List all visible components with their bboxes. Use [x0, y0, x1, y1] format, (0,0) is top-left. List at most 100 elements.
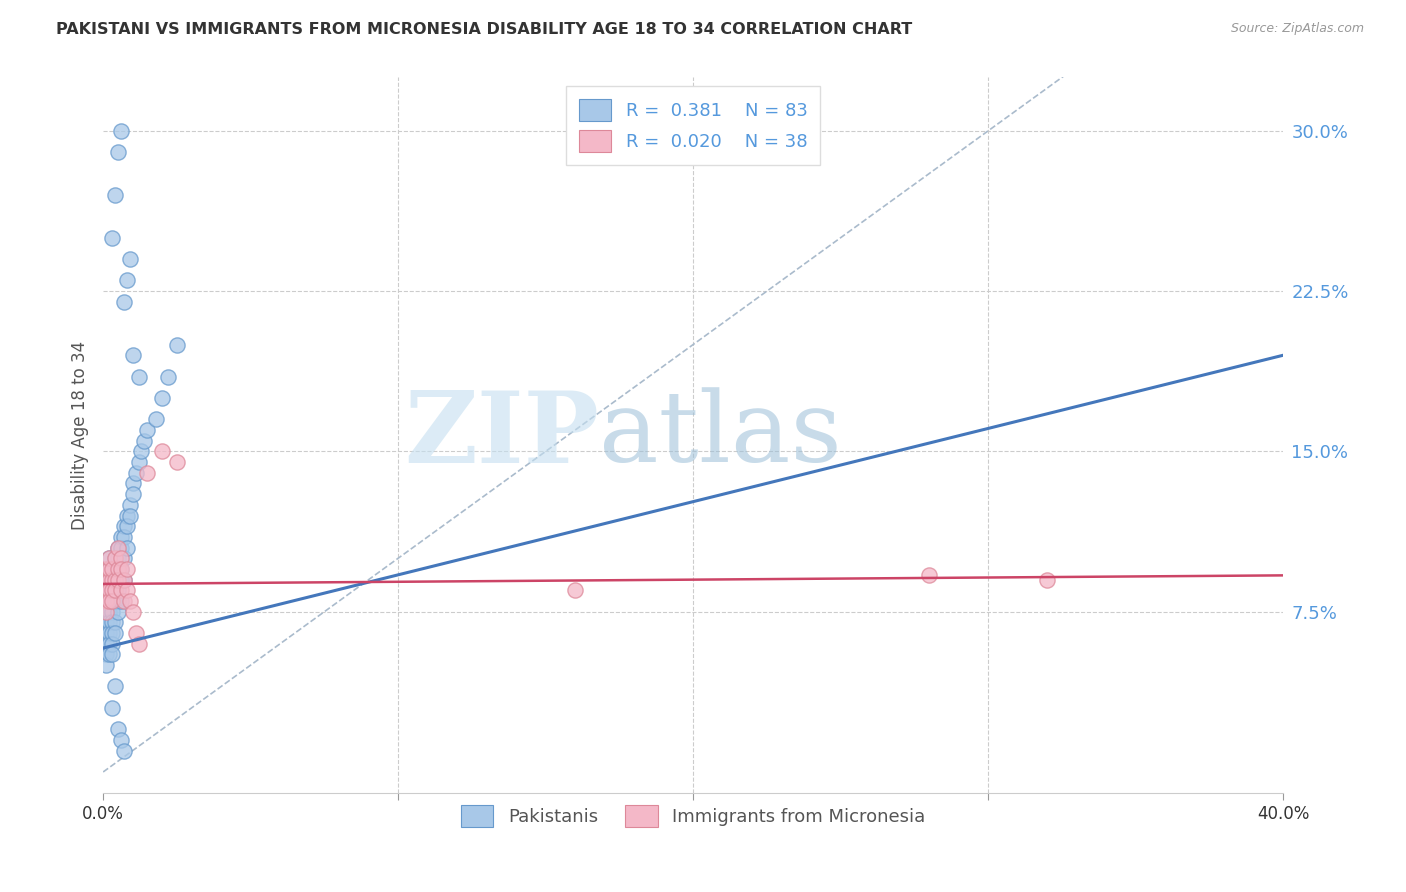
Point [166, 455, 188, 469]
Point [110, 562, 132, 576]
Text: ZIP: ZIP [404, 387, 599, 483]
Point [94, 594, 117, 608]
Point [98, 594, 121, 608]
Point [564, 583, 586, 598]
Point [94, 605, 117, 619]
Point [115, 583, 138, 598]
Point [104, 551, 127, 566]
Point [128, 637, 150, 651]
Point [101, 605, 124, 619]
Point [110, 562, 132, 576]
Point [118, 252, 141, 266]
Point [150, 391, 173, 405]
Point [112, 594, 135, 608]
Point [115, 562, 138, 576]
Point [166, 337, 188, 351]
Point [131, 444, 153, 458]
Point [115, 541, 138, 555]
Point [112, 530, 135, 544]
Point [101, 594, 124, 608]
Point [94, 583, 117, 598]
Point [101, 626, 124, 640]
Text: Source: ZipAtlas.com: Source: ZipAtlas.com [1230, 22, 1364, 36]
Point [112, 743, 135, 757]
Point [128, 455, 150, 469]
Point [110, 594, 132, 608]
Point [98, 551, 121, 566]
Point [94, 605, 117, 619]
Point [98, 637, 121, 651]
Point [115, 273, 138, 287]
Point [101, 701, 124, 715]
Point [104, 562, 127, 576]
Text: PAKISTANI VS IMMIGRANTS FROM MICRONESIA DISABILITY AGE 18 TO 34 CORRELATION CHAR: PAKISTANI VS IMMIGRANTS FROM MICRONESIA … [56, 22, 912, 37]
Point [107, 541, 129, 555]
Point [101, 637, 124, 651]
Point [110, 551, 132, 566]
Point [94, 562, 117, 576]
Point [128, 369, 150, 384]
Point [112, 294, 135, 309]
Point [94, 648, 117, 662]
Point [94, 626, 117, 640]
Point [98, 648, 121, 662]
Point [124, 626, 146, 640]
Point [121, 348, 143, 362]
Point [94, 637, 117, 651]
Point [104, 626, 127, 640]
Point [104, 594, 127, 608]
Text: atlas: atlas [599, 387, 841, 483]
Point [118, 594, 141, 608]
Point [94, 583, 117, 598]
Point [107, 562, 129, 576]
Point [101, 583, 124, 598]
Point [107, 145, 129, 160]
Point [115, 519, 138, 533]
Point [104, 573, 127, 587]
Point [104, 615, 127, 630]
Point [110, 124, 132, 138]
Point [98, 551, 121, 566]
Point [110, 541, 132, 555]
Point [98, 583, 121, 598]
Point [104, 573, 127, 587]
Point [107, 541, 129, 555]
Point [98, 605, 121, 619]
Point [918, 568, 941, 582]
Point [101, 594, 124, 608]
Point [107, 573, 129, 587]
Legend: Pakistanis, Immigrants from Micronesia: Pakistanis, Immigrants from Micronesia [454, 798, 932, 834]
Point [104, 583, 127, 598]
Point [98, 583, 121, 598]
Point [94, 573, 117, 587]
Point [110, 530, 132, 544]
Point [107, 605, 129, 619]
Point [1036, 573, 1059, 587]
Point [112, 573, 135, 587]
Point [101, 615, 124, 630]
Point [94, 594, 117, 608]
Point [101, 562, 124, 576]
Point [107, 551, 129, 566]
Point [157, 369, 180, 384]
Point [94, 562, 117, 576]
Point [121, 487, 143, 501]
Point [124, 466, 146, 480]
Point [136, 466, 159, 480]
Point [101, 573, 124, 587]
Point [107, 583, 129, 598]
Point [150, 444, 173, 458]
Point [134, 434, 156, 448]
Point [98, 562, 121, 576]
Point [101, 573, 124, 587]
Point [98, 594, 121, 608]
Point [104, 680, 127, 694]
Point [121, 605, 143, 619]
Point [94, 615, 117, 630]
Point [101, 231, 124, 245]
Point [104, 188, 127, 202]
Point [115, 508, 138, 523]
Point [98, 573, 121, 587]
Point [112, 573, 135, 587]
Point [145, 412, 167, 426]
